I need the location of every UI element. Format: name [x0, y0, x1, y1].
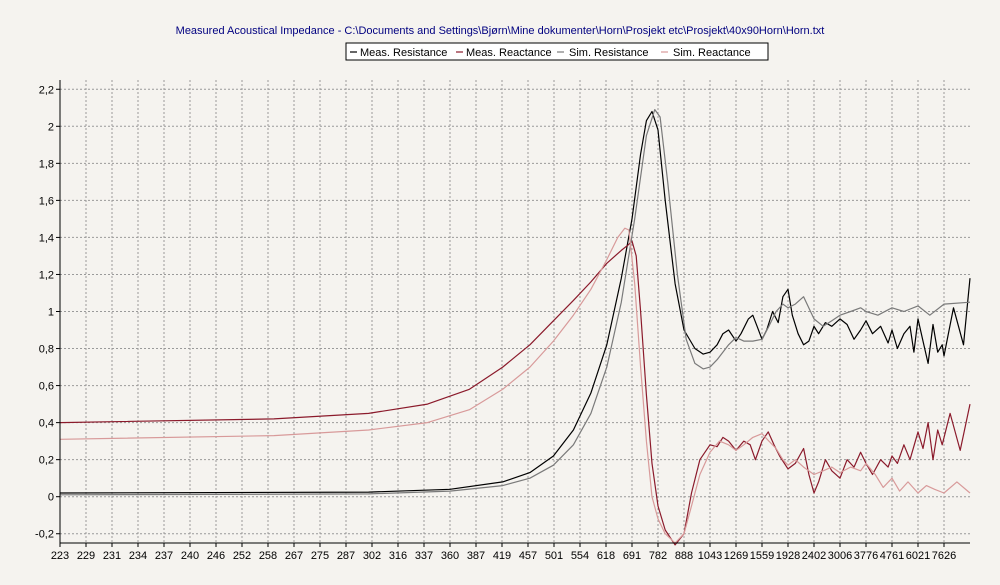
y-tick-label: 1 [48, 307, 54, 319]
x-tick-label: 223 [51, 550, 69, 562]
series-line-meas-reactance [59, 240, 971, 546]
plot-area [60, 80, 970, 543]
y-tick-label: 0,6 [39, 381, 54, 393]
x-tick-label: 267 [285, 550, 303, 562]
x-tick-label: 554 [571, 550, 589, 562]
y-tick-label: 0 [48, 492, 54, 504]
x-tick-label: 2402 [802, 550, 826, 562]
y-tick-label: 0,2 [39, 455, 54, 467]
x-tick-label: 302 [363, 550, 381, 562]
x-tick-label: 316 [389, 550, 407, 562]
x-tick-label: 234 [129, 550, 147, 562]
x-tick-label: 691 [623, 550, 641, 562]
y-tick-label: 1,2 [39, 269, 54, 281]
x-tick-label: 618 [597, 550, 615, 562]
x-tick-label: 3776 [854, 550, 878, 562]
y-axis-ticks: -0,2 0 0,2 0,4 0,6 0,8 1 1,2 1,4 1,6 1,8 2 2,2 [35, 84, 60, 541]
series-line-sim-reactance [59, 227, 971, 544]
legend-label-meas-reactance: Meas. Reactance [466, 47, 552, 59]
chart-title: Measured Acoustical Impedance - C:\Docum… [176, 25, 825, 37]
x-tick-label: 3006 [828, 550, 852, 562]
y-tick-label: 2,2 [39, 84, 54, 96]
x-tick-label: 501 [545, 550, 563, 562]
x-tick-label: 387 [467, 550, 485, 562]
series-line-sim-resistance [59, 108, 971, 496]
x-tick-label: 240 [181, 550, 199, 562]
y-tick-label: 1,8 [39, 158, 54, 170]
y-tick-label: 1,6 [39, 195, 54, 207]
legend-label-sim-reactance: Sim. Reactance [673, 47, 751, 59]
x-tick-label: 1559 [750, 550, 774, 562]
legend: Meas. Resistance Meas. Reactance Sim. Re… [345, 42, 769, 61]
x-tick-label: 1928 [776, 550, 800, 562]
x-tick-label: 1043 [698, 550, 722, 562]
y-tick-label: -0,2 [35, 529, 54, 541]
series-lines [59, 108, 971, 546]
x-tick-label: 275 [311, 550, 329, 562]
x-tick-label: 782 [649, 550, 667, 562]
x-tick-label: 258 [259, 550, 277, 562]
x-tick-label: 229 [77, 550, 95, 562]
x-tick-label: 1269 [724, 550, 748, 562]
x-tick-label: 888 [675, 550, 693, 562]
x-tick-label: 246 [207, 550, 225, 562]
y-tick-label: 0,4 [39, 418, 54, 430]
x-tick-label: 360 [441, 550, 459, 562]
legend-label-sim-resistance: Sim. Resistance [569, 47, 648, 59]
x-tick-label: 457 [519, 550, 537, 562]
grid [59, 80, 970, 543]
x-tick-label: 4761 [880, 550, 904, 562]
x-tick-label: 6021 [906, 550, 930, 562]
series-line-meas-resistance [59, 110, 971, 494]
y-tick-label: 2 [48, 121, 54, 133]
x-tick-label: 237 [155, 550, 173, 562]
x-axis-ticks: 223 229 231 234 237 240 246 252 258 267 275 287 302 3… [51, 543, 956, 562]
y-tick-label: 0,8 [39, 344, 54, 356]
x-tick-label: 287 [337, 550, 355, 562]
x-tick-label: 231 [103, 550, 121, 562]
x-tick-label: 252 [233, 550, 251, 562]
legend-label-meas-resistance: Meas. Resistance [360, 47, 447, 59]
x-tick-label: 419 [493, 550, 511, 562]
y-tick-label: 1,4 [39, 232, 54, 244]
x-tick-label: 7626 [932, 550, 956, 562]
x-tick-label: 337 [415, 550, 433, 562]
